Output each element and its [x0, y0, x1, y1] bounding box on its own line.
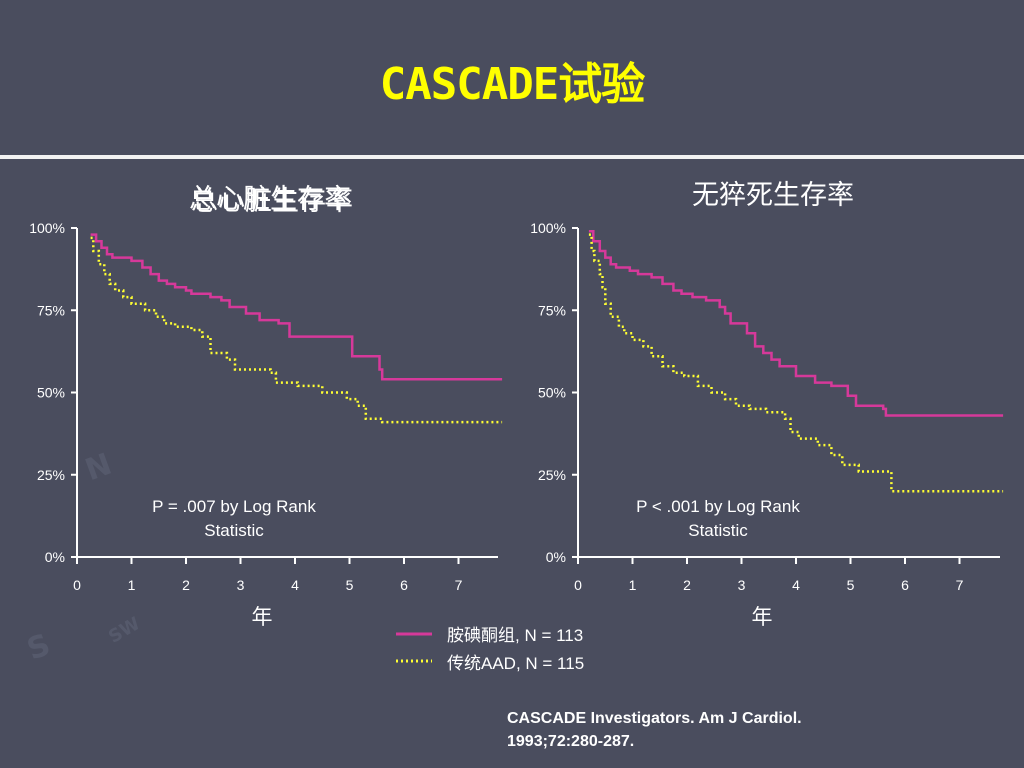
- x-tick-label: 3: [738, 577, 746, 593]
- legend-label-amiodarone: 胺碘酮组, N = 113: [447, 626, 583, 645]
- x-tick-label: 5: [346, 577, 354, 593]
- chart-title: 无猝死生存率: [692, 180, 854, 210]
- p-value-annotation: P < .001 by Log Rank: [636, 497, 800, 516]
- x-axis-label: 年: [752, 606, 773, 629]
- y-tick-label: 75%: [37, 302, 65, 318]
- series-line-conventional: [90, 236, 503, 424]
- y-tick-label: 0%: [546, 549, 566, 565]
- y-tick-label: 0%: [45, 549, 65, 565]
- y-tick-label: 50%: [538, 385, 566, 401]
- x-tick-label: 2: [182, 577, 190, 593]
- y-tick-label: 100%: [29, 220, 65, 236]
- series-line-amiodarone: [588, 230, 1004, 417]
- chart-panel-overall: 总心脏生存率 总心脏生存率 0%25%50%75%100%0 1 2 3 4 5 6 7 年 …: [29, 184, 503, 629]
- y-tick-label: 50%: [37, 385, 65, 401]
- chart-title: 总心脏生存率: [189, 184, 351, 214]
- citation: CASCADE Investigators. Am J Cardiol. 199…: [507, 707, 927, 753]
- y-tick-label: 100%: [530, 220, 566, 236]
- citation-line-1: CASCADE Investigators. Am J Cardiol.: [507, 710, 802, 727]
- x-tick-label: 6: [400, 577, 408, 593]
- series-line-amiodarone: [90, 233, 503, 381]
- legend-label-conventional: 传统AAD, N = 115: [447, 654, 584, 673]
- chart-axes: 0% 25% 50% 75% 100% 0 1 2 3 4 5 6 7: [530, 220, 1000, 593]
- x-tick-label: 1: [128, 577, 136, 593]
- slide-title: CASCADE试验: [379, 59, 645, 110]
- chart-panel-sudden-death-free: 无猝死生存率 0% 25% 50% 75% 100% 0 1 2 3 4 5 6 7 年 P < .00…: [530, 180, 1004, 629]
- x-tick-label: 4: [291, 577, 299, 593]
- x-tick-label: 6: [901, 577, 909, 593]
- x-tick-label: 5: [847, 577, 855, 593]
- y-tick-label: 25%: [538, 467, 566, 483]
- x-tick-label: 4: [792, 577, 800, 593]
- p-value-annotation-line2: Statistic: [204, 521, 264, 540]
- x-tick-label: 7: [956, 577, 964, 593]
- series-line-conventional: [588, 233, 1004, 493]
- p-value-annotation: P = .007 by Log Rank: [152, 497, 316, 516]
- chart-axes: 0% 25% 50% 75% 100% 0 1 2 3 4 5 6 7: [29, 220, 498, 593]
- title-divider: [0, 155, 1024, 159]
- y-tick-label: 25%: [37, 467, 65, 483]
- x-tick-label: 7: [455, 577, 463, 593]
- x-tick-label: 0: [73, 577, 81, 593]
- chart-series: [588, 230, 1004, 493]
- chart-legend: 胺碘酮组, N = 113 传统AAD, N = 115: [396, 626, 584, 673]
- x-tick-label: 3: [237, 577, 245, 593]
- x-tick-label: 1: [629, 577, 637, 593]
- x-tick-label: 2: [683, 577, 691, 593]
- p-value-annotation-line2: Statistic: [688, 521, 748, 540]
- x-tick-label: 0: [574, 577, 582, 593]
- y-tick-label: 75%: [538, 302, 566, 318]
- x-axis-label: 年: [252, 606, 273, 629]
- chart-title-shadow: 总心脏生存率: [191, 186, 353, 216]
- chart-series: [90, 233, 503, 424]
- citation-line-2: 1993;72:280-287.: [507, 733, 635, 750]
